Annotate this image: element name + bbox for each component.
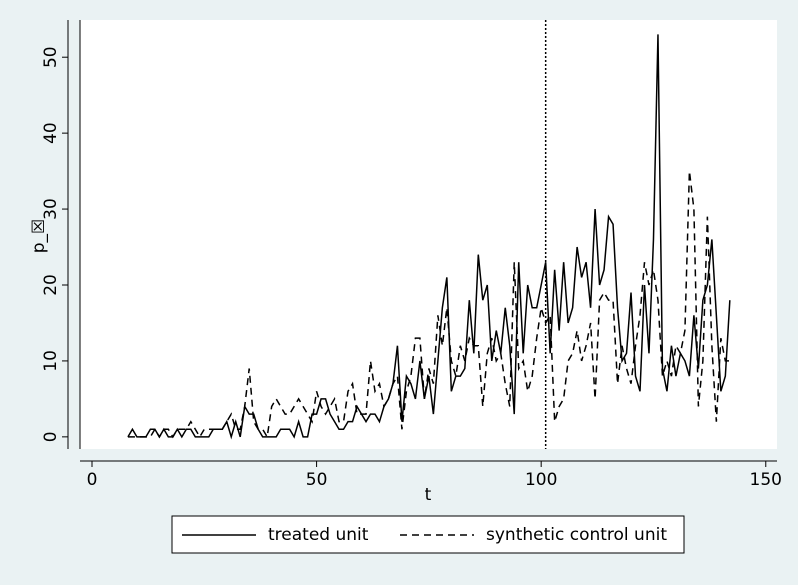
x-tick-label: 50 bbox=[306, 470, 328, 490]
y-tick-label: 30 bbox=[41, 198, 61, 220]
legend-label: synthetic control unit bbox=[486, 525, 667, 545]
series-line bbox=[127, 34, 731, 440]
x-tick-label: 150 bbox=[750, 470, 782, 490]
y-axis-label: p_☒ bbox=[29, 219, 49, 254]
legend-label: treated unit bbox=[268, 525, 369, 545]
plot-area bbox=[80, 20, 777, 449]
y-tick-label: 10 bbox=[41, 350, 61, 372]
x-tick-label: 100 bbox=[525, 470, 557, 490]
x-axis-label: t bbox=[425, 485, 432, 505]
x-tick-label: 0 bbox=[87, 470, 98, 490]
y-tick-label: 40 bbox=[41, 122, 61, 144]
y-tick-label: 0 bbox=[41, 431, 61, 442]
y-tick-label: 50 bbox=[41, 46, 61, 68]
series-line bbox=[127, 171, 730, 440]
y-tick-label: 20 bbox=[41, 274, 61, 296]
